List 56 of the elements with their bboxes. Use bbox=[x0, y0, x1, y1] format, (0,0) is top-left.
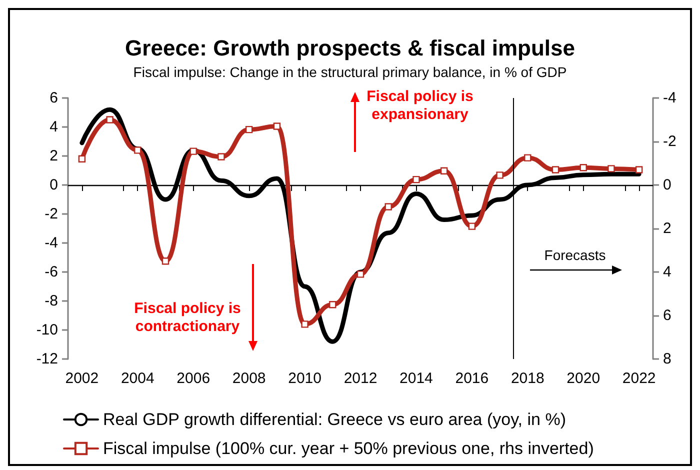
legend-label: Real GDP growth differential: Greece vs euro area (yoy, in %) bbox=[103, 410, 566, 429]
point bbox=[440, 167, 448, 174]
y2-tick-label: -2 bbox=[663, 133, 676, 150]
point bbox=[496, 172, 504, 179]
point bbox=[356, 270, 364, 278]
y-tick-label: -8 bbox=[44, 292, 58, 310]
chart-subtitle: Fiscal impulse: Change in the structural primary balance, in % of GDP bbox=[133, 64, 567, 80]
y2-tick-label: 4 bbox=[663, 264, 672, 280]
point bbox=[635, 166, 643, 174]
x-tick-label: 2018 bbox=[510, 370, 544, 387]
y-tick-label: -4 bbox=[44, 234, 58, 252]
annotation: Fiscal policy is contractionary bbox=[133, 300, 242, 336]
y-tick-label: 0 bbox=[50, 176, 58, 194]
y-tick-label: 2 bbox=[50, 148, 58, 164]
point bbox=[608, 165, 615, 172]
x-tick-label: 2022 bbox=[622, 370, 656, 387]
y-tick-label: 4 bbox=[50, 118, 58, 136]
point bbox=[273, 122, 281, 130]
point bbox=[580, 164, 587, 172]
point bbox=[552, 166, 560, 174]
x-tick-label: 2014 bbox=[400, 370, 433, 387]
point bbox=[218, 153, 225, 160]
y-tick-label: -12 bbox=[36, 350, 58, 368]
point bbox=[524, 154, 532, 162]
point bbox=[301, 320, 308, 328]
annotation: Forecasts bbox=[543, 246, 607, 264]
x-tick-label: 2008 bbox=[232, 370, 266, 387]
y-tick-label: 6 bbox=[50, 90, 58, 106]
point bbox=[134, 146, 142, 154]
annotation: Fiscal policy is expansionary bbox=[366, 88, 474, 124]
point bbox=[329, 301, 336, 308]
y2-tick-label: 8 bbox=[663, 350, 672, 368]
y-tick-label: -2 bbox=[44, 206, 58, 222]
x-tick-label: 2002 bbox=[65, 370, 99, 387]
legend-label: Fiscal impulse (100% cur. year + 50% previous one, rhs inverted) bbox=[103, 439, 594, 458]
point bbox=[106, 116, 114, 124]
point bbox=[468, 222, 476, 230]
y2-tick-label: 2 bbox=[663, 220, 672, 237]
y-tick-label: -10 bbox=[36, 322, 58, 338]
y2-tick-label: 0 bbox=[663, 176, 672, 194]
chart-title: Greece: Growth prospects & fiscal impulse bbox=[125, 36, 575, 60]
point bbox=[190, 148, 197, 155]
x-tick-label: 2006 bbox=[176, 370, 210, 387]
y2-tick-label: 6 bbox=[663, 307, 672, 324]
x-tick-label: 2004 bbox=[120, 370, 154, 387]
x-tick-label: 2020 bbox=[566, 370, 600, 387]
point bbox=[384, 203, 392, 210]
x-tick-label: 2010 bbox=[288, 370, 322, 387]
point bbox=[78, 155, 86, 162]
point bbox=[245, 126, 253, 134]
x-tick-label: 2012 bbox=[344, 370, 378, 387]
point bbox=[162, 258, 170, 265]
y2-tick-label: -4 bbox=[663, 90, 676, 106]
y-tick-label: -6 bbox=[44, 264, 58, 280]
x-tick-label: 2016 bbox=[455, 370, 489, 387]
point bbox=[412, 176, 420, 184]
